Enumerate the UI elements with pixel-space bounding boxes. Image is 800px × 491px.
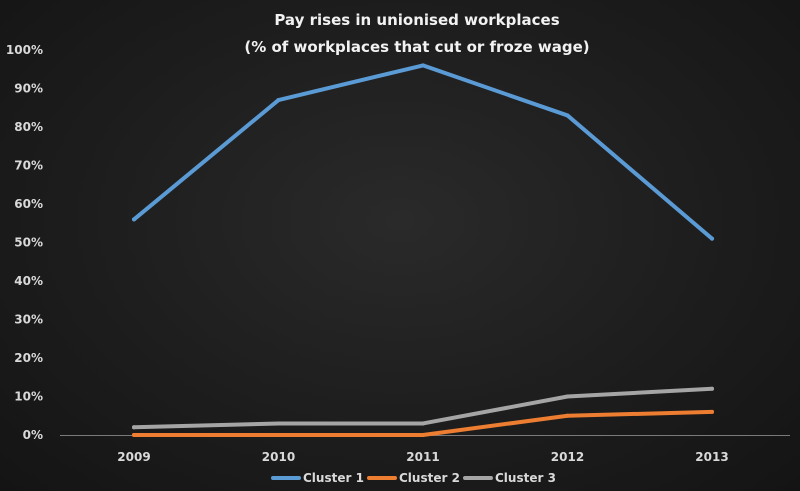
data-point <box>276 98 281 103</box>
y-tick-label: 20% <box>14 351 43 365</box>
x-axis: 2009 2010 2011 2012 2013 <box>117 450 728 464</box>
series-line-cluster-1 <box>132 63 714 241</box>
legend-item: Cluster 1 <box>271 471 364 485</box>
y-tick-label: 10% <box>14 390 43 404</box>
data-point <box>421 63 425 68</box>
y-tick-label: 100% <box>6 43 43 57</box>
legend-label: Cluster 3 <box>495 471 556 485</box>
y-tick-label: 0% <box>23 428 43 442</box>
x-tick-label: 2010 <box>262 450 295 464</box>
chart-subtitle: (% of workplaces that cut or froze wage) <box>244 38 589 56</box>
data-point <box>710 236 714 241</box>
legend-item: Cluster 2 <box>367 471 460 485</box>
y-axis: 0% 10% 20% 30% 40% 50% 60% 70% 80% 90% 100% <box>6 43 43 442</box>
data-point <box>421 421 425 426</box>
x-tick-label: 2011 <box>406 450 439 464</box>
y-tick-label: 80% <box>14 120 43 134</box>
data-point <box>132 217 136 222</box>
y-tick-label: 50% <box>14 236 43 250</box>
x-tick-label: 2013 <box>695 450 728 464</box>
data-point <box>565 394 570 399</box>
y-tick-label: 90% <box>14 82 43 96</box>
y-tick-label: 60% <box>14 197 43 211</box>
data-point <box>132 425 136 430</box>
data-point <box>710 386 714 391</box>
y-tick-label: 70% <box>14 159 43 173</box>
data-point <box>132 433 136 437</box>
data-point <box>276 421 281 426</box>
data-point <box>565 413 570 418</box>
y-tick-label: 40% <box>14 274 43 288</box>
legend: Cluster 1 Cluster 2 Cluster 3 <box>271 471 556 485</box>
data-point <box>421 433 425 437</box>
plot-area <box>132 63 714 437</box>
x-tick-label: 2012 <box>551 450 584 464</box>
data-point <box>710 409 714 414</box>
y-tick-label: 30% <box>14 313 43 327</box>
legend-item: Cluster 3 <box>463 471 556 485</box>
data-point <box>276 433 281 437</box>
x-tick-label: 2009 <box>117 450 150 464</box>
legend-label: Cluster 2 <box>399 471 460 485</box>
data-point <box>565 113 570 118</box>
chart-title: Pay rises in unionised workplaces <box>274 11 559 29</box>
legend-label: Cluster 1 <box>303 471 364 485</box>
